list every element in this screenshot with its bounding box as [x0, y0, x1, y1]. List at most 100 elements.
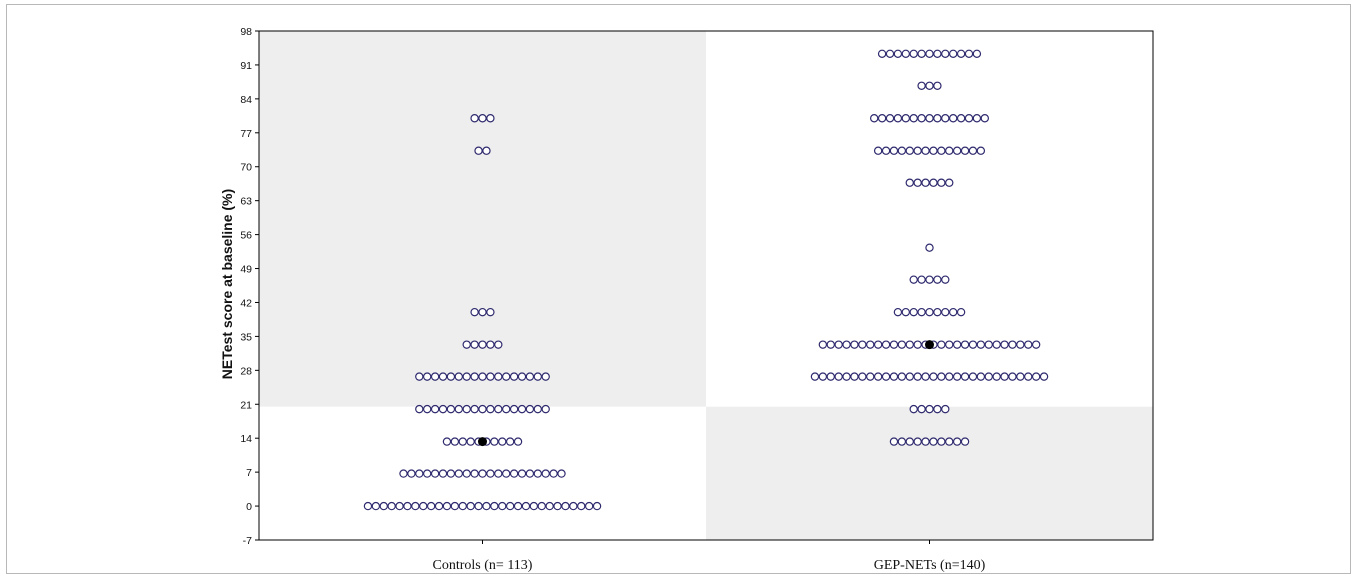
x-axis-ticks: Controls (n= 113) GEP-NETs (n=140): [433, 540, 986, 573]
data-point: [933, 307, 942, 317]
data-point: [992, 372, 1001, 381]
data-point: [956, 114, 966, 123]
data-point: [952, 146, 962, 155]
data-point: [403, 501, 412, 511]
data-point: [438, 404, 448, 414]
y-tick-label: 49: [240, 264, 252, 276]
data-point: [885, 49, 895, 58]
data-point: [909, 404, 918, 414]
y-tick-label: 77: [240, 128, 252, 140]
data-point: [956, 307, 966, 317]
data-point: [905, 340, 914, 349]
data-point: [411, 501, 420, 511]
data-point: [415, 372, 424, 381]
data-point: [949, 49, 958, 58]
data-point: [826, 340, 835, 349]
data-point: [941, 404, 950, 414]
data-point: [541, 469, 550, 478]
data-point: [478, 114, 487, 123]
data-point: [470, 469, 479, 478]
data-point: [917, 404, 926, 414]
data-point: [913, 372, 922, 381]
data-point: [517, 404, 527, 414]
data-point: [925, 49, 934, 58]
data-point: [917, 307, 926, 317]
data-point: [992, 340, 1001, 349]
data-point: [517, 372, 527, 381]
data-points: [363, 49, 1049, 511]
data-point: [964, 49, 974, 58]
data-point: [873, 340, 883, 349]
data-point: [850, 372, 859, 381]
data-point: [478, 372, 487, 381]
y-axis-title: NETest score at baseline (%): [219, 189, 235, 379]
data-point: [486, 307, 495, 317]
data-point: [474, 146, 483, 155]
data-point: [933, 404, 942, 414]
data-point: [937, 178, 946, 187]
data-point: [870, 114, 879, 123]
data-point: [454, 469, 463, 478]
data-point: [423, 372, 432, 381]
data-point: [960, 372, 970, 381]
data-point: [446, 372, 456, 381]
shaded-regions: [259, 31, 1153, 540]
data-point: [834, 340, 843, 349]
data-point: [913, 178, 922, 187]
data-point: [379, 501, 388, 511]
data-point: [897, 437, 907, 446]
data-point: [434, 501, 444, 511]
x-category-label: GEP-NETs (n=140): [874, 558, 986, 573]
data-point: [901, 49, 911, 58]
data-point: [941, 307, 950, 317]
data-point: [1000, 340, 1009, 349]
data-point: [984, 340, 993, 349]
data-point: [909, 49, 918, 58]
data-point: [474, 501, 483, 511]
data-point: [881, 340, 891, 349]
data-point: [952, 372, 962, 381]
data-point: [826, 372, 835, 381]
data-point: [897, 146, 907, 155]
data-point: [842, 340, 851, 349]
data-point: [850, 340, 859, 349]
data-point: [952, 340, 962, 349]
data-point: [960, 146, 970, 155]
data-point: [866, 372, 875, 381]
y-tick-label: 14: [240, 433, 252, 445]
data-point: [941, 114, 950, 123]
data-point: [430, 469, 440, 478]
data-point: [909, 275, 918, 284]
data-point: [889, 372, 899, 381]
data-point: [964, 114, 974, 123]
data-point: [913, 146, 922, 155]
data-point: [933, 114, 942, 123]
data-point: [877, 114, 887, 123]
data-point: [941, 275, 950, 284]
data-point: [466, 501, 475, 511]
data-point: [968, 146, 978, 155]
data-point: [502, 469, 511, 478]
y-tick-label: 42: [240, 297, 252, 309]
data-point: [937, 372, 946, 381]
data-point: [533, 372, 543, 381]
data-point: [486, 340, 495, 349]
data-point: [873, 372, 883, 381]
data-point: [513, 437, 523, 446]
data-point: [415, 469, 424, 478]
data-point: [478, 404, 487, 414]
data-point: [1031, 340, 1041, 349]
data-point: [371, 501, 381, 511]
axes: [258, 30, 1154, 541]
data-point: [470, 114, 479, 123]
data-point: [972, 114, 982, 123]
data-point: [933, 275, 942, 284]
data-point: [430, 372, 440, 381]
data-point: [949, 307, 958, 317]
data-point: [486, 404, 495, 414]
data-point: [889, 340, 899, 349]
data-point: [423, 404, 432, 414]
data-point: [442, 501, 452, 511]
y-tick-label: 84: [240, 94, 252, 106]
data-point: [905, 178, 914, 187]
